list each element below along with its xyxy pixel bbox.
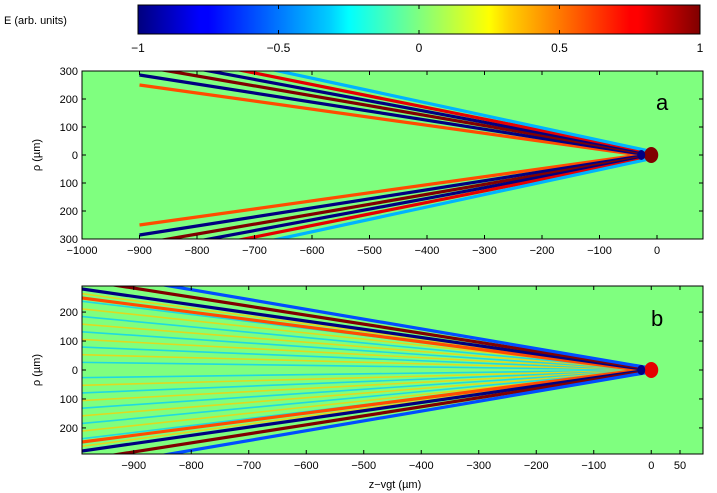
x-tick-label: −700	[236, 460, 261, 472]
panel-a-ylabel: ρ (µm)	[31, 139, 43, 171]
y-tick-label: 100	[60, 394, 78, 406]
inner-fringe	[82, 323, 652, 371]
x-tick-label: −100	[587, 245, 612, 257]
colorbar-ticks: −1 −0.5 0 0.5 1	[131, 5, 704, 55]
upper-fringe	[82, 296, 652, 374]
inner-fringe	[82, 369, 652, 425]
y-tick-label: 200	[60, 423, 78, 435]
lower-fringe	[109, 369, 652, 454]
panel-a: −1000 −900 −800 −700 −600 −500 −400 −300 −200 −10…	[31, 66, 704, 257]
upper-fringe	[270, 71, 652, 153]
lower-fringe	[200, 154, 652, 239]
x-tick-label: −300	[472, 245, 497, 257]
inner-fringe	[82, 369, 652, 417]
upper-fringe	[109, 286, 652, 371]
x-tick-label: −500	[357, 245, 382, 257]
y-tick-label: 100	[60, 336, 78, 348]
x-tick-label: −1000	[67, 245, 98, 257]
panel-b-ylabel: ρ (µm)	[31, 354, 43, 386]
upper-fringe	[200, 71, 652, 156]
colorbar-tick-label: 0	[416, 41, 423, 55]
x-tick-label: −800	[179, 460, 204, 472]
x-tick-label: −200	[524, 460, 549, 472]
colorbar-tick-label: −0.5	[267, 41, 291, 55]
upper-fringe	[160, 286, 652, 370]
x-tick-label: −500	[351, 460, 376, 472]
x-tick-label: −100	[581, 460, 606, 472]
x-tick-label: −400	[415, 245, 440, 257]
x-tick-label: −600	[294, 460, 319, 472]
x-tick-label: −900	[127, 245, 152, 257]
panel-a-heatmap	[139, 71, 659, 239]
x-tick-label: −400	[409, 460, 434, 472]
apex-ring	[637, 150, 646, 160]
upper-fringe	[82, 287, 652, 372]
panel-b-axes: −900 −800 −700 −600 −500 −400 −300 −200 −100 0 50 2…	[60, 286, 703, 472]
inner-fringe	[82, 369, 652, 409]
y-tick-label: 100	[60, 122, 78, 134]
x-tick-label: −600	[300, 245, 325, 257]
colorbar-tick-label: 0.5	[551, 41, 568, 55]
inner-fringe	[82, 315, 652, 371]
panel-a-background	[82, 71, 703, 239]
panel-a-axes: −1000 −900 −800 −700 −600 −500 −400 −300 −200 −10…	[60, 66, 703, 257]
x-tick-label: −700	[242, 245, 267, 257]
colorbar-tick-label: −1	[131, 41, 145, 55]
inner-fringe	[82, 338, 652, 371]
colorbar: E (arb. units) −1 −0.5 0 0.5 1	[4, 4, 704, 55]
panel-b-heatmap	[82, 286, 659, 454]
upper-fringe	[139, 83, 652, 159]
apex-focus	[644, 147, 659, 163]
inner-fringe	[82, 353, 652, 371]
colorbar-tick-label: 1	[697, 41, 704, 55]
y-tick-label: 200	[60, 94, 78, 106]
x-tick-label: 0	[654, 245, 660, 257]
lower-fringe	[139, 151, 652, 227]
inner-fringe	[82, 369, 652, 387]
y-tick-label: 0	[72, 365, 78, 377]
y-tick-label: 200	[60, 206, 78, 218]
colorbar-gradient	[137, 4, 701, 35]
lower-fringe	[82, 368, 652, 453]
y-tick-label: 300	[60, 234, 78, 246]
upper-fringe	[236, 71, 652, 155]
panel-b-letter: b	[651, 306, 663, 331]
x-tick-label: 50	[674, 460, 686, 472]
inner-fringe	[82, 369, 652, 402]
lower-fringe	[159, 154, 652, 239]
lower-fringe	[139, 152, 652, 237]
panel-b: −900 −800 −700 −600 −500 −400 −300 −200 −100 0 50 2…	[31, 285, 704, 491]
x-tick-label: 0	[648, 460, 654, 472]
lower-fringe	[236, 155, 652, 239]
panel-b-xlabel: z−vgt (µm)	[369, 479, 421, 491]
x-tick-label: −200	[530, 245, 555, 257]
inner-fringe	[82, 346, 652, 371]
x-tick-label: −900	[121, 460, 146, 472]
y-tick-label: 300	[60, 66, 78, 78]
panel-a-letter: a	[656, 90, 669, 115]
inner-fringe	[82, 331, 652, 371]
inner-fringe	[82, 369, 652, 379]
lower-fringe	[160, 370, 652, 454]
colorbar-label: E (arb. units)	[4, 15, 67, 27]
apex-ring	[637, 365, 646, 375]
x-tick-label: −300	[466, 460, 491, 472]
upper-fringe	[139, 73, 652, 158]
y-tick-label: 200	[60, 307, 78, 319]
y-tick-label: 0	[72, 150, 78, 162]
y-tick-label: 100	[60, 178, 78, 190]
inner-fringe	[82, 361, 652, 371]
apex-focus	[644, 362, 659, 378]
upper-fringe	[159, 71, 652, 156]
lower-fringe	[82, 366, 652, 444]
inner-fringe	[82, 369, 652, 394]
x-tick-label: −800	[185, 245, 210, 257]
lower-fringe	[270, 157, 652, 239]
